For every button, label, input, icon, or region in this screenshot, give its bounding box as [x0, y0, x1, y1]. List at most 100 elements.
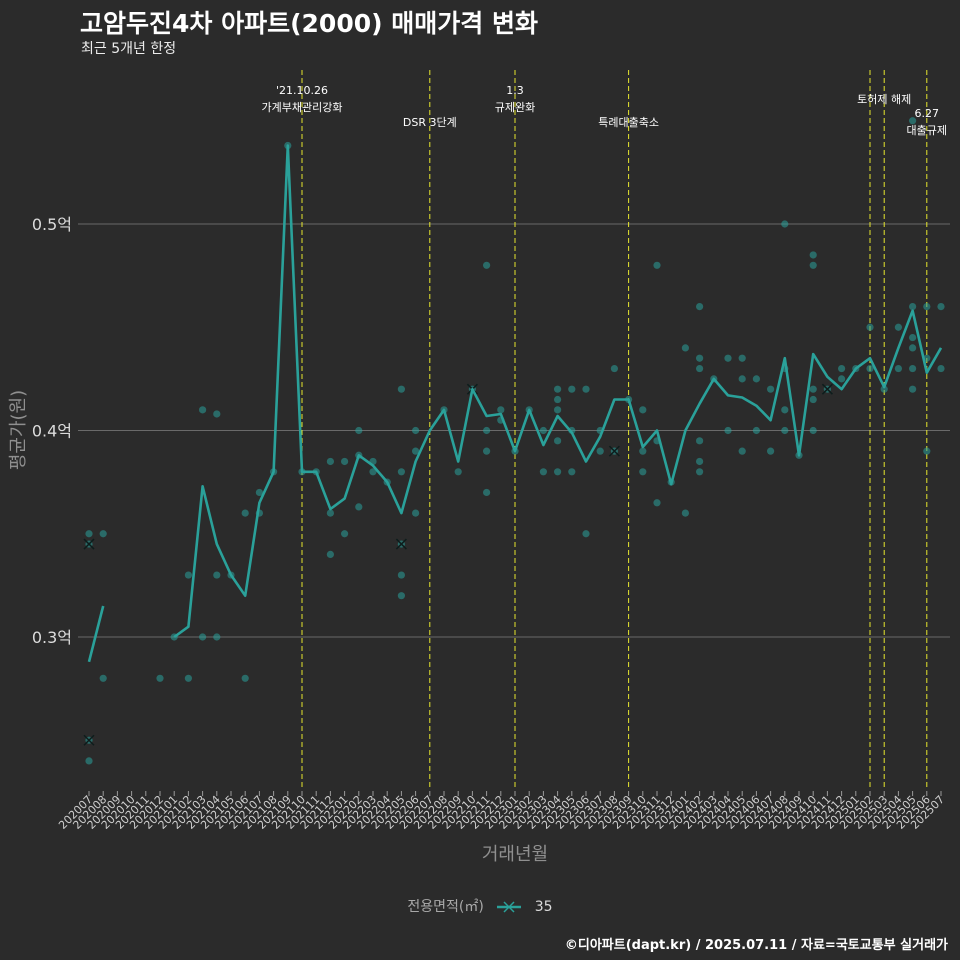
data-point	[483, 488, 491, 497]
data-point	[809, 395, 817, 404]
data-point	[866, 364, 874, 373]
data-point	[696, 468, 704, 476]
data-point	[213, 633, 221, 641]
data-point	[184, 571, 192, 579]
event-label: 대출규제	[907, 124, 947, 137]
cancelled-marker	[83, 538, 95, 550]
data-point	[341, 457, 349, 466]
data-point	[937, 364, 945, 373]
data-point	[909, 385, 917, 393]
data-point	[639, 468, 647, 476]
data-point	[326, 457, 334, 466]
data-point	[937, 303, 945, 311]
data-point	[355, 503, 363, 511]
legend-title: 전용면적(㎡)	[407, 899, 484, 915]
data-point	[554, 437, 562, 445]
data-point	[767, 447, 775, 455]
data-point	[909, 303, 917, 311]
data-point	[781, 406, 789, 414]
data-point	[923, 303, 931, 311]
data-point	[397, 592, 405, 600]
series-line-segment	[87, 605, 105, 663]
data-point	[767, 385, 775, 393]
event-label: 6.27	[915, 107, 940, 120]
data-point	[483, 261, 491, 269]
data-point	[213, 571, 221, 579]
data-point	[781, 426, 789, 435]
data-point	[156, 674, 164, 682]
data-point	[639, 447, 647, 455]
data-point	[241, 674, 249, 682]
average-price-line	[87, 144, 943, 663]
data-point	[724, 426, 732, 435]
data-point	[696, 437, 704, 445]
data-point	[738, 447, 746, 455]
series-line-segment	[173, 144, 943, 639]
data-point	[397, 571, 405, 579]
data-point	[85, 757, 93, 765]
data-point	[99, 674, 107, 682]
grid-lines	[78, 223, 950, 638]
data-point	[483, 447, 491, 455]
data-point	[497, 406, 505, 414]
data-point	[838, 364, 846, 373]
cancelled-marker	[83, 734, 95, 746]
data-point	[696, 354, 704, 362]
x-axis-label: 거래년월	[482, 844, 548, 865]
data-point	[568, 468, 576, 476]
data-point	[397, 468, 405, 476]
event-label: '21.10.26	[276, 84, 328, 97]
data-point	[397, 385, 405, 393]
cancelled-marker	[395, 538, 407, 550]
legend: 전용면적(㎡) 35	[0, 896, 960, 916]
chart-title: 고암두진4차 아파트(2000) 매매가격 변화	[80, 9, 538, 38]
y-axis-label: 평균가(원)	[8, 390, 29, 470]
credit-text: ©디아파트(dapt.kr) / 2025.07.11 / 자료=국토교통부 실…	[564, 938, 948, 953]
data-point	[554, 468, 562, 476]
event-label: 가계부채관리강화	[262, 101, 343, 114]
data-point	[213, 410, 221, 418]
data-point	[653, 261, 661, 269]
data-point	[241, 509, 249, 517]
x-axis-ticks: 2020072020082020092020102020112020122021…	[56, 791, 947, 832]
data-point	[639, 406, 647, 414]
data-point	[554, 385, 562, 393]
data-point	[326, 509, 334, 517]
legend-swatch	[497, 901, 522, 913]
data-point	[454, 468, 462, 476]
transaction-points	[83, 117, 945, 765]
data-point	[909, 344, 917, 352]
data-point	[554, 406, 562, 414]
data-point	[809, 385, 817, 393]
legend-item-label: 35	[534, 899, 553, 915]
data-point	[781, 220, 789, 228]
data-point	[880, 385, 888, 393]
y-axis-ticks: 0.3억 0.4억 0.5억	[32, 215, 72, 647]
data-point	[184, 674, 192, 682]
data-point	[909, 333, 917, 342]
data-point	[341, 530, 349, 538]
data-point	[369, 468, 377, 476]
data-point	[199, 406, 207, 414]
data-point	[724, 354, 732, 362]
data-point	[582, 530, 590, 538]
data-point	[412, 447, 420, 455]
data-point	[596, 447, 604, 455]
data-point	[199, 633, 207, 641]
data-point	[696, 303, 704, 311]
data-point	[85, 530, 93, 538]
data-point	[255, 488, 263, 497]
data-point	[894, 364, 903, 373]
data-point	[696, 364, 704, 373]
data-point	[610, 364, 619, 373]
data-point	[738, 375, 746, 383]
data-point	[681, 344, 690, 352]
cancelled-marker	[608, 445, 620, 457]
y-tick-label: 0.4억	[32, 422, 72, 441]
data-point	[696, 457, 704, 466]
data-point	[412, 426, 420, 435]
data-point	[909, 364, 917, 373]
cancelled-marker	[821, 383, 833, 395]
data-point	[752, 426, 761, 435]
data-point	[838, 375, 846, 383]
